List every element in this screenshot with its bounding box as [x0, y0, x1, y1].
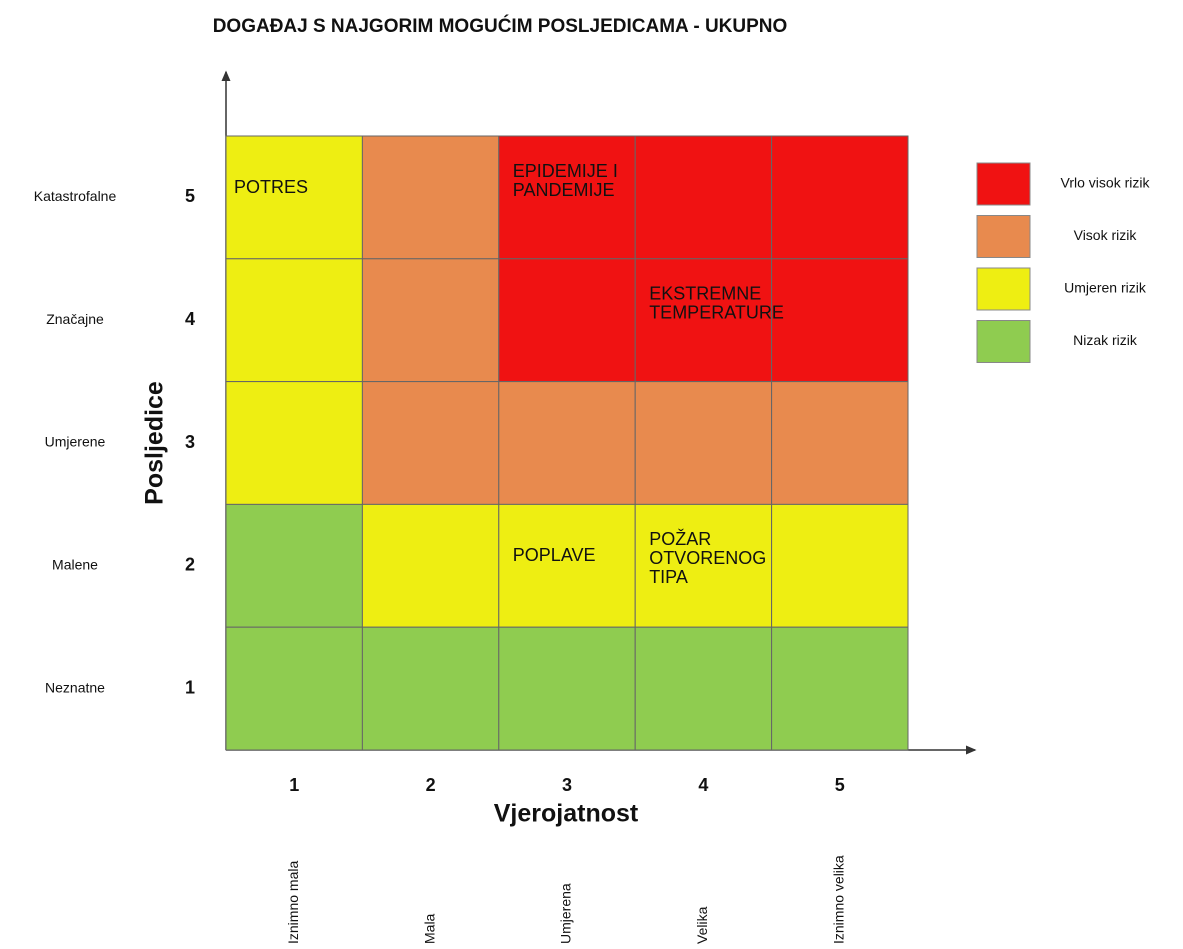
risk-cell [771, 381, 909, 505]
risk-cell [498, 135, 636, 260]
event-label: POŽAR [649, 529, 711, 549]
column-level: 3 [562, 775, 572, 795]
risk-cell [361, 626, 500, 751]
row-level: 4 [185, 309, 195, 329]
risk-cell [225, 626, 363, 751]
y-axis-label: Posljedice [141, 381, 169, 505]
risk-cell [634, 135, 773, 260]
legend-label: Visok rizik [1074, 227, 1138, 243]
risk-cell [225, 135, 363, 260]
risk-cell [634, 503, 773, 628]
event-label: TIPA [649, 567, 688, 587]
legend-label: Umjeren rizik [1064, 280, 1147, 296]
risk-cell [634, 626, 773, 751]
event-label: POPLAVE [513, 545, 596, 565]
legend-label: Vrlo visok rizik [1061, 175, 1151, 191]
risk-cell [225, 381, 363, 505]
event-label: POTRES [234, 177, 308, 197]
risk-cell [498, 503, 636, 628]
row-level: 5 [185, 186, 195, 206]
column-level: 4 [698, 775, 708, 795]
row-name: Značajne [46, 311, 104, 327]
event-label: EPIDEMIJE I [513, 161, 618, 181]
risk-cell [361, 381, 500, 505]
legend-swatch [976, 162, 1031, 206]
risk-cell [498, 258, 636, 383]
risk-cell [498, 381, 636, 505]
title: DOGAĐAJ S NAJGORIM MOGUĆIM POSLJEDICAMA … [213, 15, 788, 37]
x-axis-label: Vjerojatnost [494, 800, 639, 828]
risk-cell [225, 258, 363, 383]
risk-cell [361, 135, 500, 260]
column-name: Mala [421, 913, 437, 944]
row-name: Umjerene [45, 434, 106, 450]
column-name: Umjerena [558, 883, 574, 944]
risk-cell [771, 135, 909, 260]
event-label: PANDEMIJE [513, 180, 615, 200]
row-level: 1 [185, 677, 195, 697]
event-label: EKSTREMNE [649, 284, 761, 304]
column-name: Iznimno velika [831, 855, 847, 944]
legend-label: Nizak rizik [1073, 332, 1138, 348]
risk-cell [771, 626, 909, 751]
risk-cell [634, 258, 773, 383]
risk-cell [225, 503, 363, 628]
risk-cell [361, 503, 500, 628]
legend-swatch [976, 267, 1031, 311]
risk-cell [771, 503, 909, 628]
event-label: TEMPERATURE [649, 303, 784, 323]
column-level: 2 [426, 775, 436, 795]
column-level: 1 [289, 775, 299, 795]
legend-swatch [976, 215, 1031, 258]
row-name: Katastrofalne [34, 188, 117, 204]
row-name: Malene [52, 557, 98, 573]
risk-cell [361, 258, 500, 383]
row-level: 3 [185, 432, 195, 452]
column-name: Iznimno mala [285, 861, 301, 944]
risk-cell [634, 381, 773, 505]
row-name: Neznatne [45, 679, 105, 695]
legend-swatch [976, 320, 1031, 363]
event-label: OTVORENOG [649, 548, 766, 568]
row-level: 2 [185, 555, 195, 575]
column-level: 5 [835, 775, 845, 795]
risk-cell [498, 626, 636, 751]
column-name: Velika [694, 906, 710, 944]
risk-cell [771, 258, 909, 383]
